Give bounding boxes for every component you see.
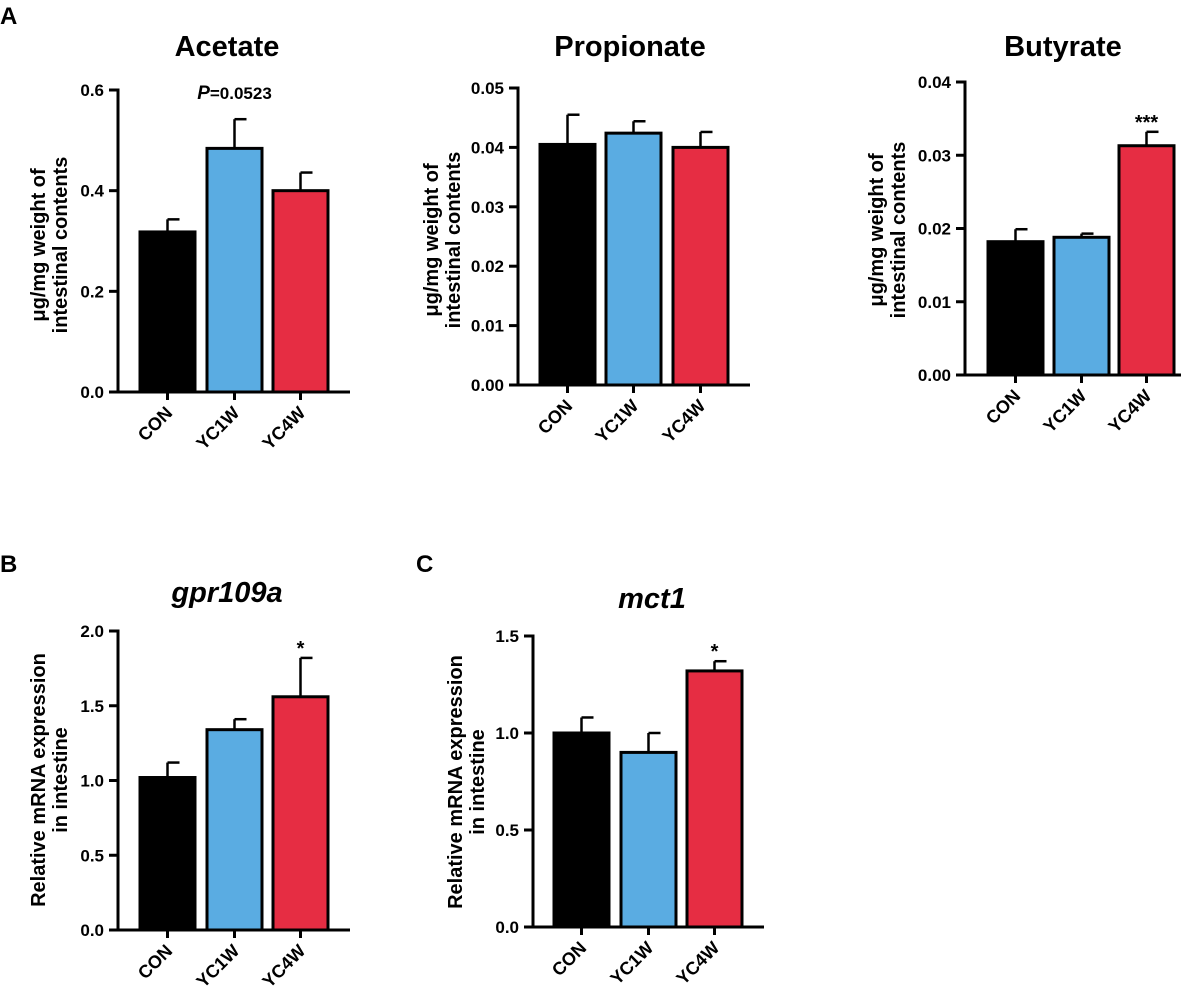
- significance-annotation: *: [711, 641, 719, 663]
- y-tick-label: 0.6: [80, 81, 104, 100]
- y-axis-label-line: intestinal contents: [443, 152, 465, 329]
- y-tick-label: 0.2: [80, 282, 104, 301]
- bar-con: [138, 230, 197, 394]
- y-tick-label: 0.05: [471, 79, 504, 98]
- y-tick-label: 1.0: [495, 724, 519, 743]
- x-tick-label: YC4W: [258, 403, 309, 454]
- x-tick-label: YC1W: [606, 938, 657, 989]
- chart-butyrate: Butyrate μg/mg weight ofintestinal conten…: [866, 31, 1181, 437]
- bar-yc1w: [205, 728, 264, 932]
- y-tick-label: 0.00: [918, 366, 951, 385]
- y-tick-label: 1.5: [80, 697, 104, 716]
- y-axis-label: μg/mg weight ofintestinal contents: [28, 157, 72, 334]
- y-tick-label: 1.5: [495, 627, 519, 646]
- y-tick-label: 0.0: [495, 918, 519, 937]
- y-axis-label-line: Relative mRNA expression: [28, 653, 50, 907]
- bar-yc1w: [205, 146, 264, 394]
- y-axis-label: μg/mg weight ofintestinal contents: [421, 152, 465, 329]
- x-tick-label: YC1W: [591, 396, 642, 447]
- bar-con: [538, 142, 597, 387]
- chart-title: Acetate: [175, 31, 280, 63]
- bar-yc4w: [671, 145, 730, 387]
- y-axis-label-line: Relative mRNA expression: [445, 655, 467, 909]
- x-tick-label: YC4W: [658, 396, 709, 447]
- chart-gpr109a: gpr109a Relative mRNA expressionin intest…: [28, 577, 350, 992]
- y-tick-label: 0.04: [471, 138, 505, 157]
- y-tick-label: 0.5: [495, 821, 519, 840]
- bar-con: [552, 731, 611, 929]
- y-axis-label-line: μg/mg weight of: [866, 153, 888, 307]
- bar-yc1w: [1052, 235, 1111, 377]
- chart-title: gpr109a: [170, 577, 282, 609]
- panel-label-c: C: [416, 551, 433, 578]
- y-tick-label: 0.0: [80, 383, 104, 402]
- y-axis-label: Relative mRNA expressionin intestine: [28, 653, 72, 907]
- chart-title: mct1: [618, 583, 686, 615]
- significance-annotation: ***: [1135, 112, 1159, 134]
- y-tick-label: 0.5: [80, 846, 104, 865]
- x-tick-label: CON: [134, 403, 176, 445]
- y-axis-label: μg/mg weight ofintestinal contents: [866, 142, 910, 319]
- x-tick-label: CON: [134, 941, 176, 983]
- bar-yc4w: [271, 189, 330, 394]
- y-tick-label: 0.03: [918, 146, 951, 165]
- y-axis-label-line: μg/mg weight of: [28, 168, 50, 322]
- x-tick-label: YC1W: [192, 941, 243, 992]
- y-tick-label: 0.04: [918, 73, 952, 92]
- y-tick-label: 0.4: [80, 182, 104, 201]
- bar-con: [986, 240, 1045, 377]
- chart-title: Propionate: [554, 31, 705, 63]
- x-tick-label: YC4W: [258, 941, 309, 992]
- y-tick-label: 0.0: [80, 921, 104, 940]
- x-tick-label: CON: [534, 396, 576, 438]
- panel-label-a: A: [0, 3, 17, 30]
- y-tick-label: 0.01: [918, 293, 951, 312]
- chart-propionate: Propionate μg/mg weight ofintestinal cont…: [421, 31, 750, 447]
- panel-label-b: B: [0, 551, 17, 578]
- x-tick-label: YC4W: [672, 938, 723, 989]
- y-axis-label: Relative mRNA expressionin intestine: [445, 655, 489, 909]
- p-value-annotation: P=0.0523: [197, 83, 272, 104]
- bar-yc1w: [604, 131, 663, 387]
- significance-annotation: *: [297, 638, 305, 660]
- x-tick-label: YC1W: [192, 403, 243, 454]
- bar-yc4w: [1117, 144, 1176, 377]
- y-tick-label: 1.0: [80, 772, 104, 791]
- y-axis-label-line: intestinal contents: [888, 142, 910, 319]
- y-axis-label-line: μg/mg weight of: [421, 163, 443, 317]
- bar-con: [138, 776, 197, 932]
- y-tick-label: 0.02: [471, 257, 504, 276]
- y-tick-label: 0.00: [471, 376, 504, 395]
- y-tick-label: 2.0: [80, 622, 104, 641]
- x-tick-label: CON: [982, 386, 1024, 428]
- chart-mct1: mct1 Relative mRNA expressionin intestine…: [445, 583, 764, 989]
- bar-yc1w: [619, 750, 678, 929]
- y-tick-label: 0.02: [918, 220, 951, 239]
- y-axis-label-line: in intestine: [467, 729, 489, 835]
- bar-yc4w: [271, 695, 330, 932]
- y-tick-label: 0.03: [471, 198, 504, 217]
- chart-acetate: Acetate μg/mg weight ofintestinal content…: [28, 31, 350, 454]
- y-axis-label-line: in intestine: [50, 727, 72, 833]
- x-tick-label: YC1W: [1039, 386, 1090, 437]
- x-tick-label: CON: [548, 938, 590, 980]
- x-tick-label: YC4W: [1104, 386, 1155, 437]
- y-axis-label-line: intestinal contents: [50, 157, 72, 334]
- chart-title: Butyrate: [1004, 31, 1122, 63]
- y-tick-label: 0.01: [471, 317, 504, 336]
- bar-yc4w: [685, 669, 744, 929]
